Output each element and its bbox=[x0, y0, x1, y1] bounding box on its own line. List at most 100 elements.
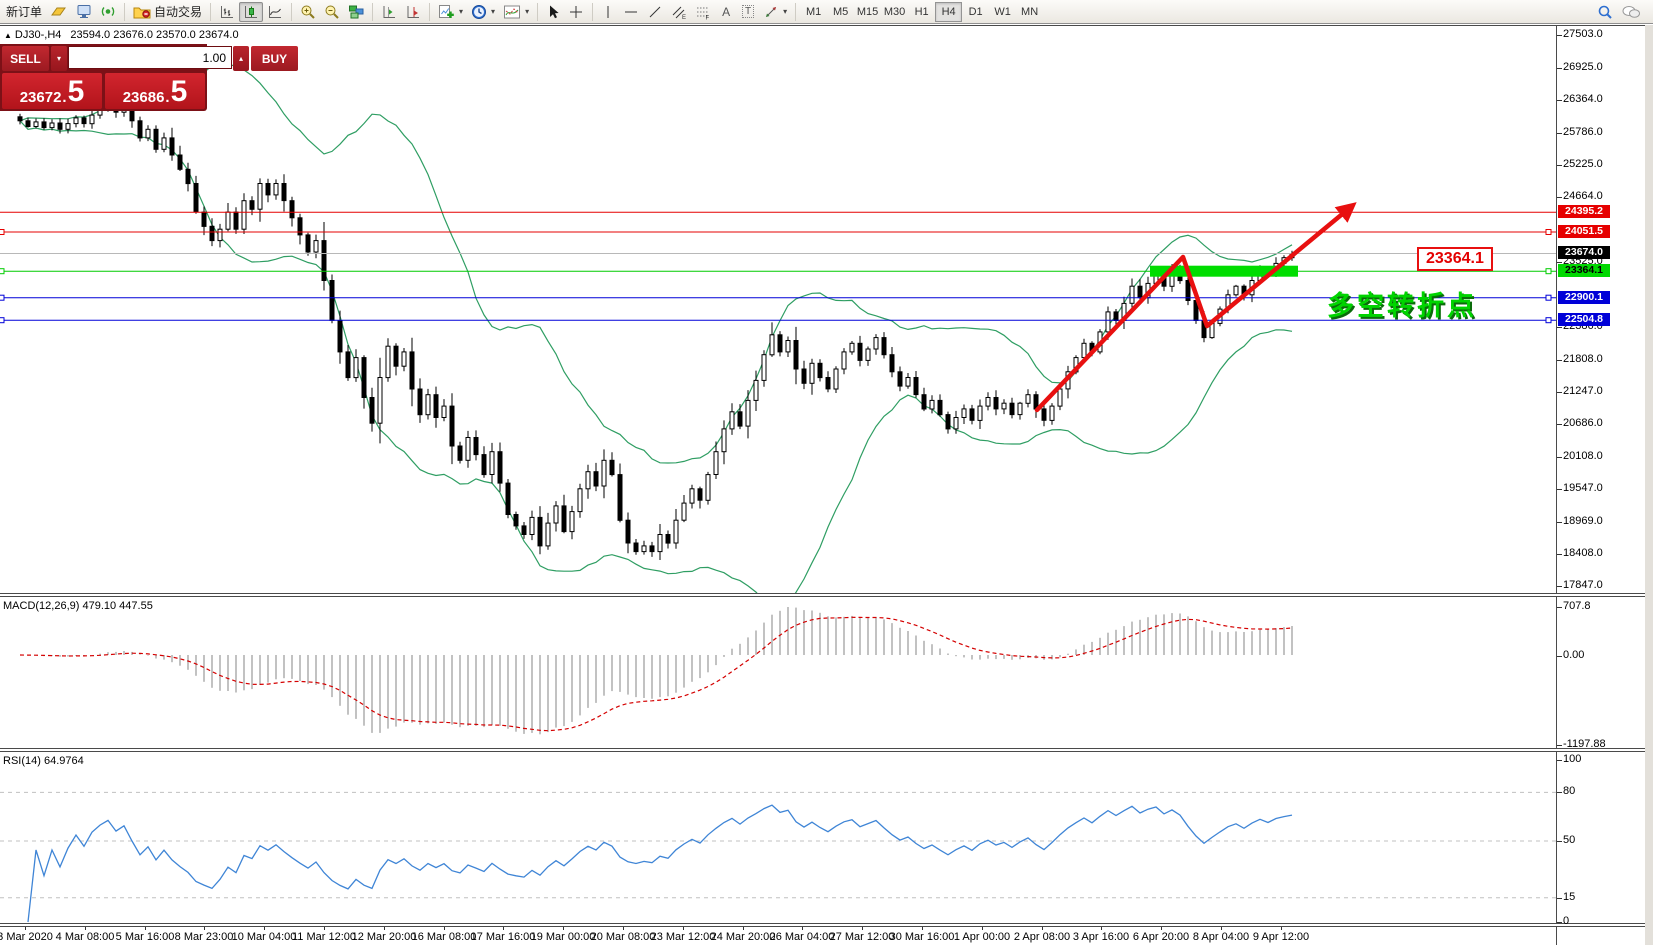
auto-trading-icon bbox=[133, 7, 151, 18]
time-tick: 17 Mar 16:00 bbox=[470, 931, 536, 943]
time-tick: 16 Mar 08:00 bbox=[411, 931, 477, 943]
text-label-tool-icon[interactable]: T bbox=[737, 2, 759, 22]
toolbar-separator bbox=[795, 2, 797, 21]
volume-increase-button[interactable]: ▴ bbox=[233, 46, 249, 71]
timeframe-W1[interactable]: W1 bbox=[994, 5, 1011, 18]
time-tick: 6 Apr 20:00 bbox=[1132, 931, 1190, 943]
ohlc-values: 23594.0 23676.0 23570.0 23674.0 bbox=[70, 29, 239, 41]
toolbar-separator bbox=[429, 2, 431, 21]
toolbar-separator bbox=[210, 2, 212, 21]
time-tick-mark bbox=[324, 927, 325, 930]
time-tick-mark bbox=[25, 927, 26, 930]
zoom-out-icon[interactable] bbox=[320, 2, 344, 22]
chart-title: ▲ DJ30-,H4 23594.0 23676.0 23570.0 23674.0 bbox=[4, 29, 239, 41]
new-order-button[interactable]: 新订单 bbox=[2, 2, 46, 22]
timeframe-MN[interactable]: MN bbox=[1021, 5, 1039, 18]
timeframe-H4[interactable]: H4 bbox=[935, 1, 963, 22]
search-icon[interactable] bbox=[1593, 2, 1617, 22]
indicators-button[interactable]: ▾ bbox=[499, 2, 533, 22]
time-tick: 3 Apr 16:00 bbox=[1072, 931, 1130, 943]
buy-button[interactable]: BUY bbox=[251, 46, 298, 71]
time-tick-mark bbox=[1281, 927, 1282, 930]
time-tick: 19 Mar 00:00 bbox=[530, 931, 596, 943]
volume-decrease-button[interactable]: ▾ bbox=[51, 46, 67, 71]
time-tick-mark bbox=[982, 927, 983, 930]
timeframe-group: M1 M5 M15 M30 H1 H4 D1 W1 MN bbox=[800, 1, 1043, 22]
time-tick: 20 Mar 08:00 bbox=[590, 931, 656, 943]
auto-trading-button[interactable]: 自动交易 bbox=[129, 2, 206, 22]
time-tick-mark bbox=[1101, 927, 1102, 930]
pane-divider[interactable] bbox=[0, 593, 1653, 597]
arrows-tool-icon[interactable]: ▾ bbox=[759, 2, 791, 22]
time-tick-mark bbox=[743, 927, 744, 930]
timeframe-D1[interactable]: D1 bbox=[968, 5, 983, 18]
timeframe-M30[interactable]: M30 bbox=[883, 5, 906, 18]
time-tick: 5 Mar 16:00 bbox=[115, 931, 175, 943]
time-tick-mark bbox=[623, 927, 624, 930]
time-tick-mark bbox=[1161, 927, 1162, 930]
terminal-icon[interactable] bbox=[72, 2, 96, 22]
chart-window-border bbox=[0, 25, 1653, 26]
bar-chart-mode-icon[interactable] bbox=[215, 2, 239, 22]
chevron-down-icon: ▾ bbox=[491, 7, 496, 16]
time-tick-mark bbox=[85, 927, 86, 930]
pane-divider[interactable] bbox=[0, 748, 1653, 752]
chevron-down-icon: ▾ bbox=[525, 7, 530, 16]
main-chart-canvas[interactable] bbox=[0, 26, 1556, 593]
time-tick-mark bbox=[1042, 927, 1043, 930]
toolbar-separator bbox=[372, 2, 374, 21]
time-tick: 23 Mar 12:00 bbox=[650, 931, 716, 943]
horizontal-line-tool-icon[interactable] bbox=[619, 2, 643, 22]
tile-windows-icon[interactable] bbox=[344, 2, 368, 22]
time-tick: 1 Apr 00:00 bbox=[953, 931, 1011, 943]
line-chart-mode-icon[interactable] bbox=[263, 2, 287, 22]
one-click-trading-panel: SELL ▾ ▴ BUY 23672.5 23686.5 bbox=[0, 44, 298, 111]
channel-tool-icon[interactable]: E bbox=[667, 2, 691, 22]
time-tick: 26 Mar 04:00 bbox=[769, 931, 835, 943]
time-tick: 8 Mar 23:00 bbox=[174, 931, 234, 943]
price-callout-box[interactable]: 23364.1 bbox=[1417, 247, 1493, 271]
turning-point-annotation[interactable]: 多空转折点 bbox=[1327, 291, 1477, 321]
window-right-edge bbox=[1645, 25, 1653, 945]
buy-price[interactable]: 23686. 5 bbox=[105, 73, 205, 109]
timeframe-M1[interactable]: M1 bbox=[805, 5, 822, 18]
time-tick-mark bbox=[862, 927, 863, 930]
time-tick-mark bbox=[384, 927, 385, 930]
time-tick: 10 Mar 04:00 bbox=[231, 931, 297, 943]
signal-icon[interactable] bbox=[96, 2, 120, 22]
crosshair-tool-icon[interactable] bbox=[564, 2, 588, 22]
sell-button[interactable]: SELL bbox=[2, 46, 49, 71]
clock-icon bbox=[472, 4, 487, 19]
svg-text:F: F bbox=[706, 15, 710, 20]
timeframe-M5[interactable]: M5 bbox=[832, 5, 849, 18]
text-tool-icon[interactable]: A bbox=[722, 4, 731, 19]
toolbar-separator bbox=[291, 2, 293, 21]
time-tick: 9 Apr 12:00 bbox=[1252, 931, 1310, 943]
time-tick: 12 Mar 20:00 bbox=[351, 931, 417, 943]
period-button[interactable]: ▾ bbox=[467, 2, 499, 22]
timeframe-M15[interactable]: M15 bbox=[856, 5, 879, 18]
chart-shift-icon[interactable] bbox=[401, 2, 425, 22]
time-tick: 8 Apr 04:00 bbox=[1192, 931, 1250, 943]
timeframe-H1[interactable]: H1 bbox=[914, 5, 929, 18]
fibonacci-tool-icon[interactable]: F bbox=[691, 2, 715, 22]
volume-input[interactable] bbox=[68, 46, 232, 69]
chat-icon[interactable] bbox=[1617, 2, 1645, 22]
candlestick-mode-icon[interactable] bbox=[239, 1, 264, 22]
sell-price[interactable]: 23672. 5 bbox=[2, 73, 102, 109]
vertical-line-tool-icon[interactable] bbox=[597, 2, 619, 22]
new-chart-button[interactable]: ▾ bbox=[434, 2, 467, 22]
macd-pane-canvas[interactable] bbox=[0, 597, 1556, 748]
time-tick-mark bbox=[683, 927, 684, 930]
time-tick: 11 Mar 12:00 bbox=[291, 931, 357, 943]
zoom-in-icon[interactable] bbox=[296, 2, 320, 22]
one-click-expander-icon[interactable]: ▲ bbox=[4, 31, 12, 40]
cursor-tool-icon[interactable] bbox=[542, 2, 564, 22]
time-tick-mark bbox=[264, 927, 265, 930]
rsi-pane-canvas[interactable] bbox=[0, 752, 1556, 923]
auto-scroll-icon[interactable] bbox=[377, 2, 401, 22]
gold-bar-icon[interactable] bbox=[46, 2, 72, 22]
price-axis[interactable] bbox=[1556, 26, 1645, 945]
trendline-tool-icon[interactable] bbox=[643, 2, 667, 22]
